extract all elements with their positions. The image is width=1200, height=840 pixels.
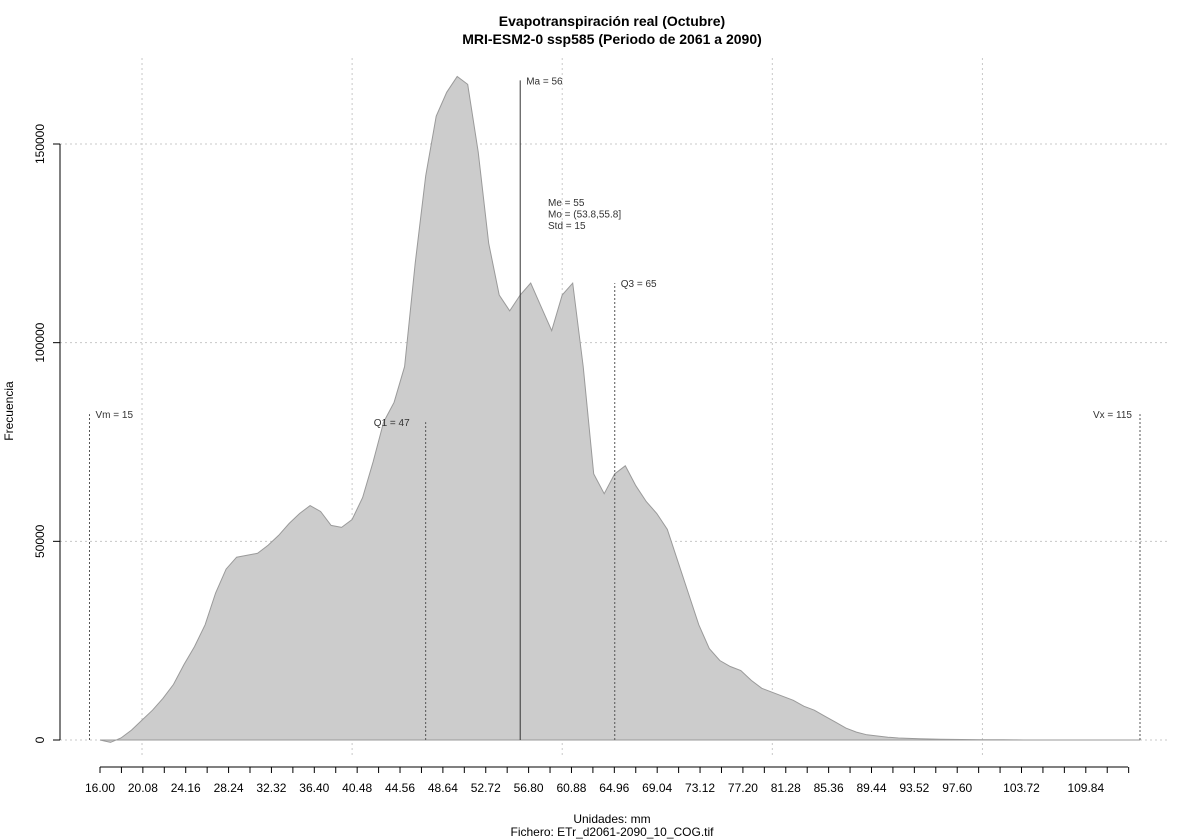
- x-axis-title: Unidades: mm: [573, 812, 650, 826]
- chart-title: Evapotranspiración real (Octubre): [499, 13, 725, 29]
- x-tick-label: 48.64: [428, 781, 458, 795]
- x-tick-label: 52.72: [471, 781, 501, 795]
- x-tick-label: 89.44: [856, 781, 886, 795]
- x-ticks: 16.00 20.08 24.16 28.24 32.32 36.40 40.48 44.56…: [85, 767, 1130, 795]
- frequency-area: [99, 75, 1140, 743]
- x-tick-label: 81.28: [771, 781, 801, 795]
- x-tick-label: 69.04: [642, 781, 672, 795]
- x-tick-label: 36.40: [299, 781, 329, 795]
- x-tick-label: 109.84: [1067, 781, 1104, 795]
- y-tick-label: 100000: [33, 322, 47, 362]
- file-caption: Fichero: ETr_d2061-2090_10_COG.tif: [511, 825, 715, 839]
- annotation-label: Q3 = 65: [621, 279, 657, 290]
- x-tick-label: 85.36: [814, 781, 844, 795]
- x-tick-label: 103.72: [1003, 781, 1040, 795]
- x-tick-label: 93.52: [899, 781, 929, 795]
- x-tick-label: 16.00: [85, 781, 115, 795]
- y-tick-label: 50000: [33, 524, 47, 558]
- annotation-label: Q1 = 47: [374, 418, 410, 429]
- x-tick-label: 97.60: [942, 781, 972, 795]
- y-tick-label: 150000: [33, 124, 47, 164]
- y-ticks: 0 50000 100000 150000: [33, 124, 60, 743]
- stats-line: Mo = (53.8,55.8]: [548, 210, 621, 221]
- stats-line: Me = 55: [548, 198, 585, 209]
- x-tick-label: 28.24: [214, 781, 244, 795]
- stat-lines: [88, 80, 1141, 740]
- stats-line: Std = 15: [548, 221, 586, 232]
- x-tick-label: 40.48: [342, 781, 372, 795]
- y-tick-label: 0: [33, 736, 47, 743]
- annotation-label: Vm = 15: [95, 410, 133, 421]
- x-tick-label: 24.16: [171, 781, 201, 795]
- annotations: Vm = 15 Q1 = 47 Ma = 56 Q3 = 65 Vx = 115: [95, 76, 1132, 429]
- x-tick-label: 64.96: [599, 781, 629, 795]
- x-tick-label: 32.32: [256, 781, 286, 795]
- x-tick-label: 56.80: [514, 781, 544, 795]
- frequency-area-path: [99, 75, 1140, 743]
- x-tick-label: 44.56: [385, 781, 415, 795]
- annotation-label: Vx = 115: [1093, 410, 1132, 421]
- x-tick-label: 60.88: [556, 781, 586, 795]
- y-axis-title: Frecuencia: [2, 381, 16, 441]
- x-tick-label: 77.20: [728, 781, 758, 795]
- x-tick-label: 73.12: [685, 781, 715, 795]
- annotation-label: Ma = 56: [526, 76, 563, 87]
- chart-subtitle: MRI-ESM2-0 ssp585 (Periodo de 2061 a 209…: [462, 31, 762, 47]
- x-tick-label: 20.08: [128, 781, 158, 795]
